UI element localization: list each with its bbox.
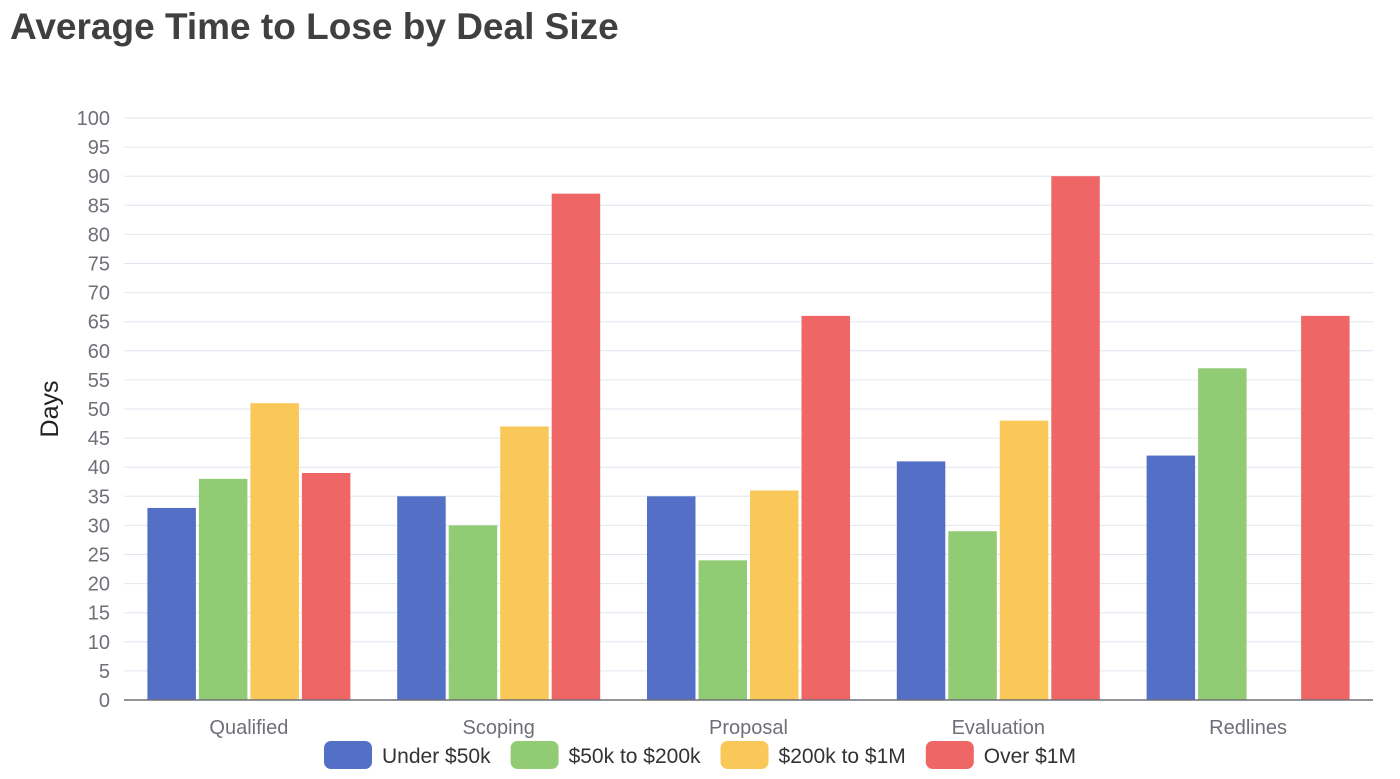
x-tick-label: Qualified bbox=[209, 717, 288, 739]
bar bbox=[500, 426, 549, 700]
bar bbox=[448, 525, 498, 700]
bar bbox=[647, 496, 696, 700]
y-tick-label: 25 bbox=[88, 545, 110, 567]
y-tick-label: 65 bbox=[88, 312, 110, 334]
legend-label: Under $50k bbox=[382, 745, 491, 768]
bar bbox=[1051, 176, 1100, 700]
y-tick-label: 100 bbox=[77, 108, 110, 130]
y-tick-label: 45 bbox=[88, 428, 110, 450]
bar bbox=[801, 315, 850, 700]
legend-swatch bbox=[510, 741, 559, 769]
bar bbox=[551, 193, 601, 700]
y-tick-label: 95 bbox=[88, 137, 110, 159]
x-tick-label: Scoping bbox=[463, 717, 535, 739]
y-axis-ticks: 0 5 10 15 20 25 30 35 40 45 50 55 60 65 70 75 80 85 90 95 10… bbox=[77, 108, 110, 712]
x-tick-label: Proposal bbox=[709, 717, 788, 739]
y-tick-label: 20 bbox=[88, 574, 110, 596]
legend-item[interactable]: Over $1M bbox=[925, 741, 1076, 769]
y-tick-label: 5 bbox=[99, 661, 110, 683]
y-tick-label: 55 bbox=[88, 370, 110, 392]
legend-label: $200k to $1M bbox=[779, 745, 906, 768]
legend-item[interactable]: Under $50k bbox=[324, 741, 491, 769]
y-tick-label: 10 bbox=[88, 632, 110, 654]
bar bbox=[1146, 455, 1196, 700]
legend-swatch bbox=[324, 741, 373, 769]
y-tick-label: 30 bbox=[88, 515, 110, 537]
legend: Under $50k $50k to $200k $200k to $1M Over … bbox=[324, 741, 1076, 769]
x-tick-label: Redlines bbox=[1209, 717, 1287, 739]
bar bbox=[1301, 315, 1350, 700]
x-tick-label: Evaluation bbox=[952, 717, 1045, 739]
y-tick-label: 15 bbox=[88, 603, 110, 625]
bar bbox=[147, 507, 196, 700]
y-tick-label: 80 bbox=[88, 224, 110, 246]
bar bbox=[750, 490, 799, 700]
y-tick-label: 75 bbox=[88, 254, 110, 276]
bar bbox=[397, 496, 446, 700]
y-axis-label: Days bbox=[36, 381, 64, 438]
bars bbox=[147, 176, 1350, 700]
bar bbox=[198, 478, 248, 700]
bar bbox=[896, 461, 946, 700]
y-tick-label: 35 bbox=[88, 486, 110, 508]
y-tick-label: 70 bbox=[88, 283, 110, 305]
bar bbox=[948, 531, 997, 700]
bar bbox=[698, 560, 747, 700]
legend-item[interactable]: $200k to $1M bbox=[720, 741, 906, 769]
legend-swatch bbox=[720, 741, 769, 769]
y-tick-label: 40 bbox=[88, 457, 110, 479]
y-tick-label: 0 bbox=[99, 690, 110, 712]
legend-swatch bbox=[925, 741, 974, 769]
x-axis-ticks: Qualified Scoping Proposal Evaluation Redlin… bbox=[209, 717, 1287, 739]
y-tick-label: 60 bbox=[88, 341, 110, 363]
legend-label: $50k to $200k bbox=[569, 745, 701, 768]
legend-label: Over $1M bbox=[984, 745, 1076, 768]
bar bbox=[999, 420, 1049, 700]
chart-title: Average Time to Lose by Deal Size bbox=[10, 6, 619, 47]
y-tick-label: 50 bbox=[88, 399, 110, 421]
legend-item[interactable]: $50k to $200k bbox=[510, 741, 701, 769]
bar bbox=[1198, 368, 1247, 700]
y-tick-label: 90 bbox=[88, 166, 110, 188]
bar bbox=[250, 403, 299, 700]
y-tick-label: 85 bbox=[88, 195, 110, 217]
bar bbox=[301, 473, 351, 700]
